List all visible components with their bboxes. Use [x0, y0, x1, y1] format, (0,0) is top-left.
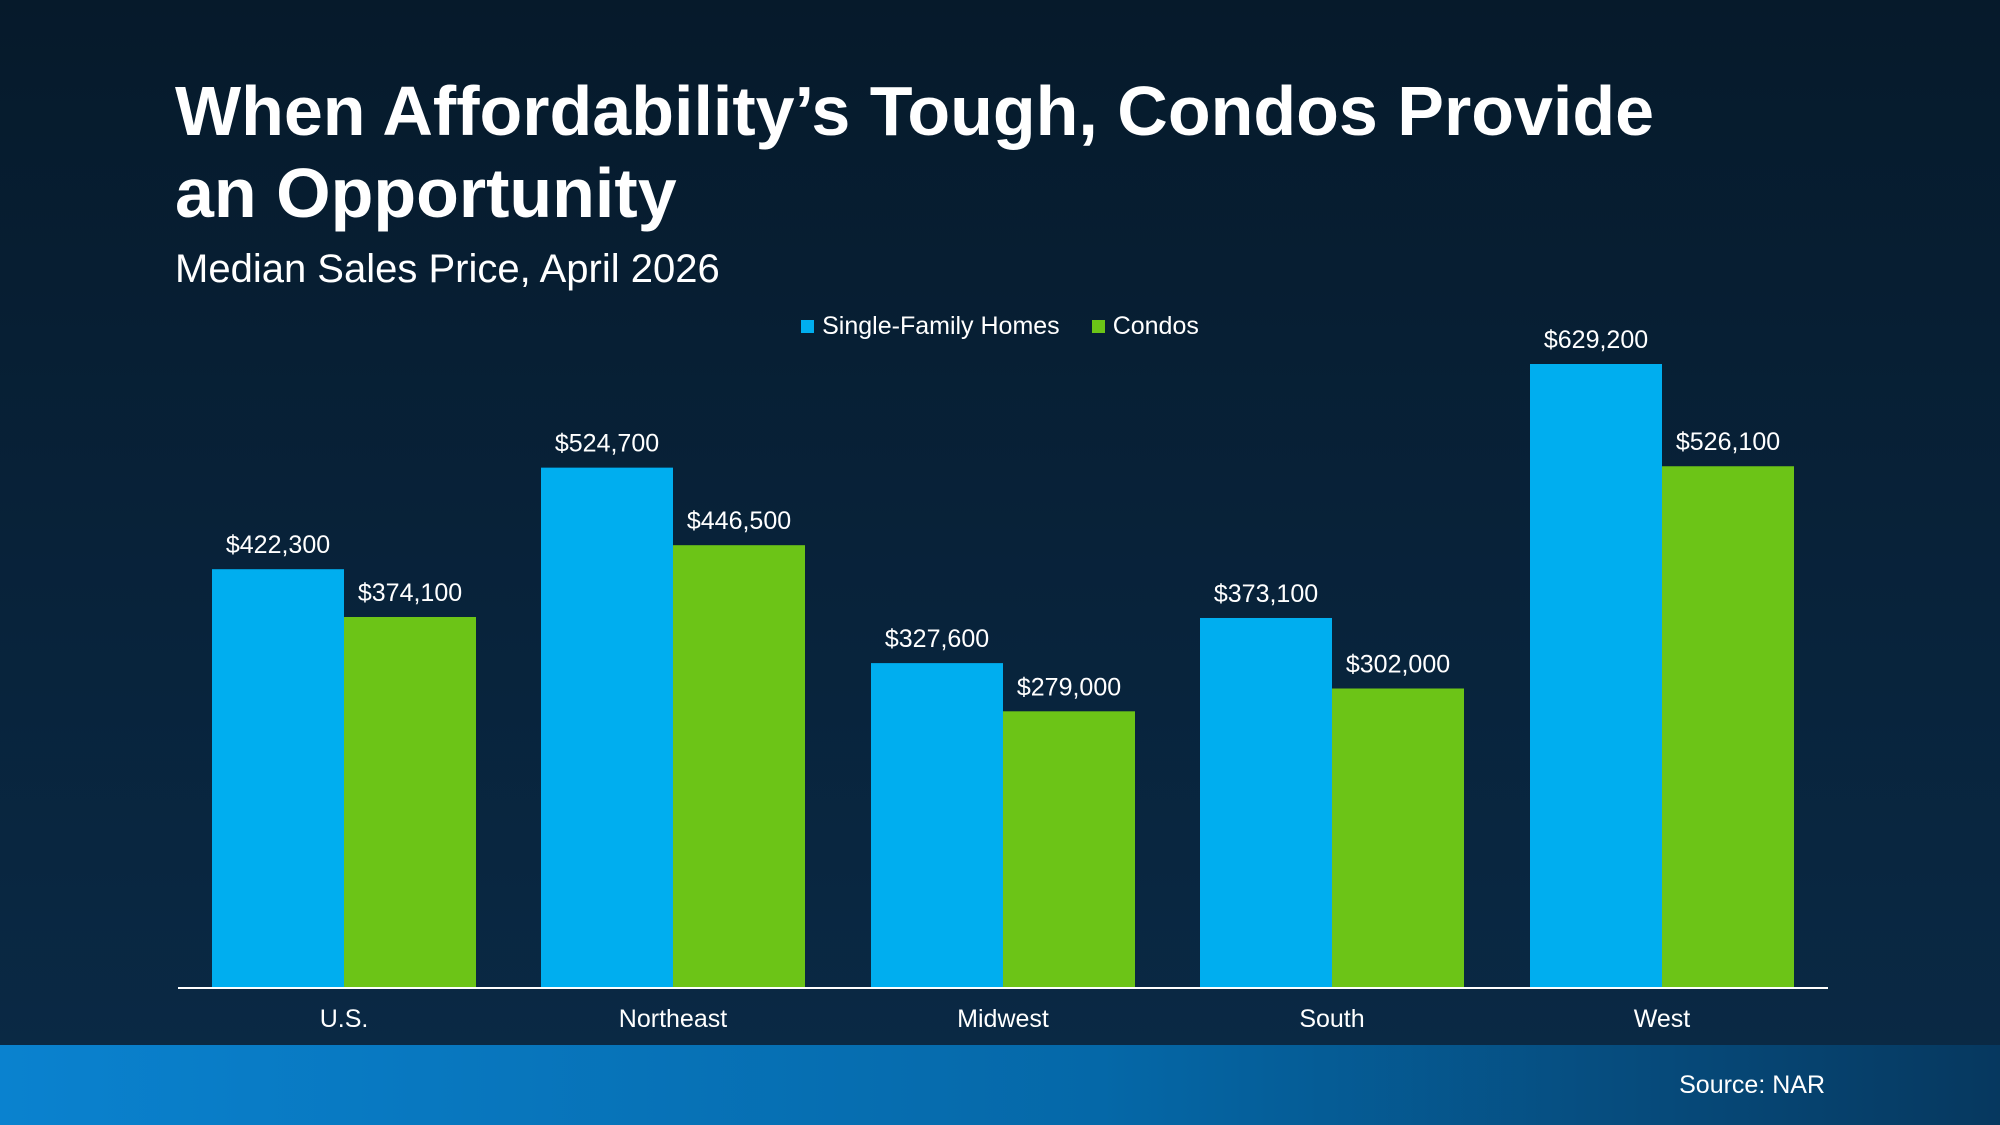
- x-tick-label-northeast: Northeast: [619, 1005, 727, 1033]
- bar-chart: $422,300 $374,100 U.S. $524,700 $446,500 Nort…: [212, 326, 1794, 1033]
- legend-label-single-family: Single-Family Homes: [822, 312, 1060, 340]
- legend-swatch-single-family: [801, 319, 815, 333]
- data-label-single-family-u-s: $422,300: [226, 531, 330, 559]
- data-label-single-family-south: $373,100: [1214, 580, 1318, 608]
- data-label-single-family-west: $629,200: [1544, 326, 1648, 354]
- x-tick-label-south: South: [1299, 1005, 1364, 1033]
- chart-legend: Single-Family Homes Condos: [0, 307, 2000, 345]
- data-label-single-family-midwest: $327,600: [885, 625, 989, 653]
- data-label-condos-northeast: $446,500: [687, 507, 791, 535]
- legend-item-single-family: Single-Family Homes: [801, 307, 1060, 345]
- bar-condos-south: [1332, 688, 1464, 988]
- source-note: Source: NAR: [1679, 1071, 1825, 1099]
- legend-swatch-condos: [1091, 319, 1105, 333]
- x-tick-label-west: West: [1634, 1005, 1691, 1033]
- bar-single-family-midwest: [871, 663, 1003, 988]
- chart-subtitle: Median Sales Price, April 2026: [175, 247, 720, 291]
- x-tick-label-u-s: U.S.: [320, 1005, 369, 1033]
- bar-condos-west: [1662, 466, 1794, 988]
- chart-title: When Affordability’s Tough, Condos Provi…: [175, 72, 1655, 232]
- bar-single-family-west: [1530, 364, 1662, 988]
- bar-single-family-u-s: [212, 569, 344, 988]
- x-tick-label-midwest: Midwest: [957, 1005, 1049, 1033]
- footer-band: Source: NAR: [0, 1045, 2000, 1125]
- data-label-condos-south: $302,000: [1346, 650, 1450, 678]
- data-label-single-family-northeast: $524,700: [555, 430, 659, 458]
- data-label-condos-midwest: $279,000: [1017, 673, 1121, 701]
- data-label-condos-u-s: $374,100: [358, 579, 462, 607]
- legend-label-condos: Condos: [1112, 312, 1199, 340]
- bar-condos-midwest: [1003, 711, 1135, 988]
- legend-item-condos: Condos: [1091, 307, 1199, 345]
- bar-single-family-south: [1200, 617, 1332, 988]
- bar-condos-northeast: [673, 545, 805, 988]
- bar-single-family-northeast: [541, 467, 673, 988]
- bar-condos-u-s: [344, 616, 476, 988]
- data-label-condos-west: $526,100: [1676, 428, 1780, 456]
